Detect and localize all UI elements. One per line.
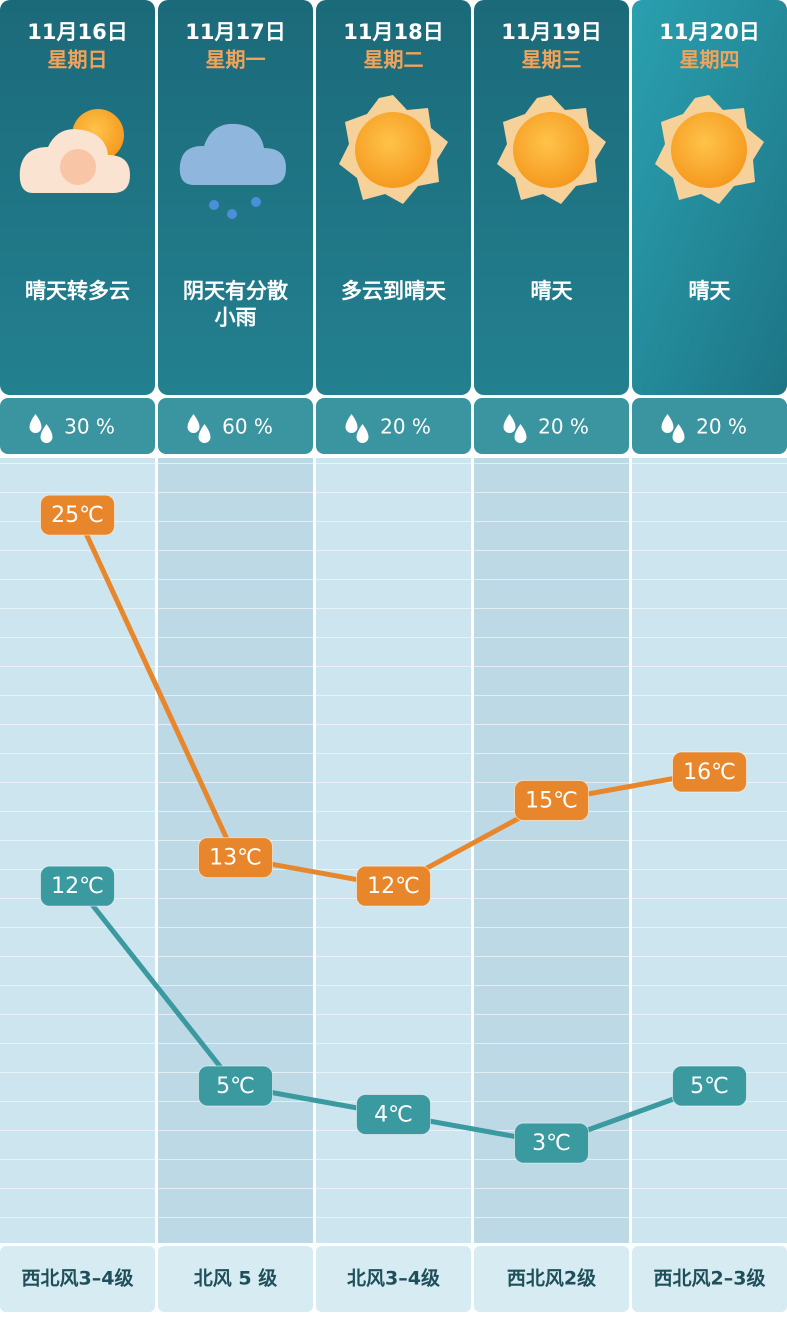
precip-panel xyxy=(158,398,313,454)
temperature-badge xyxy=(514,780,589,822)
temperature-badge xyxy=(40,494,115,536)
drops-icon xyxy=(345,414,369,443)
wind-panel xyxy=(632,1246,787,1312)
temperature-badge xyxy=(672,751,747,793)
temperature-label: 4℃ xyxy=(374,1103,413,1128)
precipitation: 30 % xyxy=(64,415,115,439)
drops-icon xyxy=(29,414,53,443)
temperature-label: 12℃ xyxy=(51,874,104,899)
date: 11月17日 xyxy=(185,20,285,44)
wind-panel xyxy=(316,1246,471,1312)
weekday: 星期一 xyxy=(206,48,266,72)
icon-rain-cloud xyxy=(179,123,286,219)
precipitation: 20 % xyxy=(696,415,747,439)
temperature-label: 12℃ xyxy=(367,874,420,899)
drop xyxy=(40,424,53,443)
temperature-label: 13℃ xyxy=(209,846,262,871)
temperature-label: 15℃ xyxy=(525,789,578,814)
date: 11月18日 xyxy=(343,20,443,44)
plot-rows xyxy=(632,458,787,1243)
drop xyxy=(514,424,527,443)
icon-sun-cloud xyxy=(19,109,130,193)
weather-icons xyxy=(19,95,764,219)
wind-panel xyxy=(158,1246,313,1312)
wind-panel xyxy=(0,1246,155,1312)
drops-icon xyxy=(503,414,527,443)
condition: 晴天 xyxy=(531,279,574,303)
temperature-label: 25℃ xyxy=(51,503,104,528)
wind-panel xyxy=(474,1246,629,1312)
wind: 西北风2级 xyxy=(507,1267,596,1290)
condition: 阴天有分散小雨 xyxy=(183,279,288,329)
temperature-badge xyxy=(356,865,431,907)
drop xyxy=(29,414,42,433)
date: 11月20日 xyxy=(659,20,759,44)
precipitation: 20 % xyxy=(538,415,589,439)
temperature-label: 16℃ xyxy=(683,760,736,785)
weekday: 星期日 xyxy=(48,48,108,72)
wind: 西北风2–3级 xyxy=(654,1267,766,1290)
plot-rows xyxy=(0,458,155,1243)
wind: 北风 5 级 xyxy=(194,1267,277,1290)
temperature-label: 3℃ xyxy=(532,1131,571,1156)
precip-panel xyxy=(316,398,471,454)
drop xyxy=(345,414,358,433)
temperature-badge xyxy=(198,1065,273,1107)
weekday: 星期四 xyxy=(680,48,740,72)
drop xyxy=(187,414,200,433)
temperature-badge xyxy=(672,1065,747,1107)
precip-panel xyxy=(0,398,155,454)
wind: 北风3–4级 xyxy=(347,1267,440,1290)
temperature-badge xyxy=(198,837,273,879)
date: 11月19日 xyxy=(501,20,601,44)
temperature-label: 5℃ xyxy=(216,1074,255,1099)
wind: 西北风3–4级 xyxy=(22,1267,134,1290)
date: 11月16日 xyxy=(27,20,127,44)
precipitation: 60 % xyxy=(222,415,273,439)
temperature-badge xyxy=(356,1094,431,1136)
condition: 晴天转多云 xyxy=(25,279,130,303)
header-panel xyxy=(158,0,313,395)
condition: 晴天 xyxy=(689,279,732,303)
condition: 多云到晴天 xyxy=(341,279,447,303)
weekday: 星期二 xyxy=(364,48,424,72)
weekday: 星期三 xyxy=(522,48,582,72)
drop xyxy=(661,414,674,433)
temperature-label: 5℃ xyxy=(690,1074,729,1099)
temperature-badge xyxy=(40,865,115,907)
plot-rows xyxy=(474,458,629,1243)
precip-panel xyxy=(474,398,629,454)
temperature-badge xyxy=(514,1122,589,1164)
drop xyxy=(198,424,211,443)
drop xyxy=(672,424,685,443)
header-panel xyxy=(0,0,155,395)
drops-icon xyxy=(661,414,685,443)
drop xyxy=(356,424,369,443)
drops-icon xyxy=(187,414,211,443)
precip-panel xyxy=(632,398,787,454)
precipitation: 20 % xyxy=(380,415,431,439)
drop xyxy=(503,414,516,433)
